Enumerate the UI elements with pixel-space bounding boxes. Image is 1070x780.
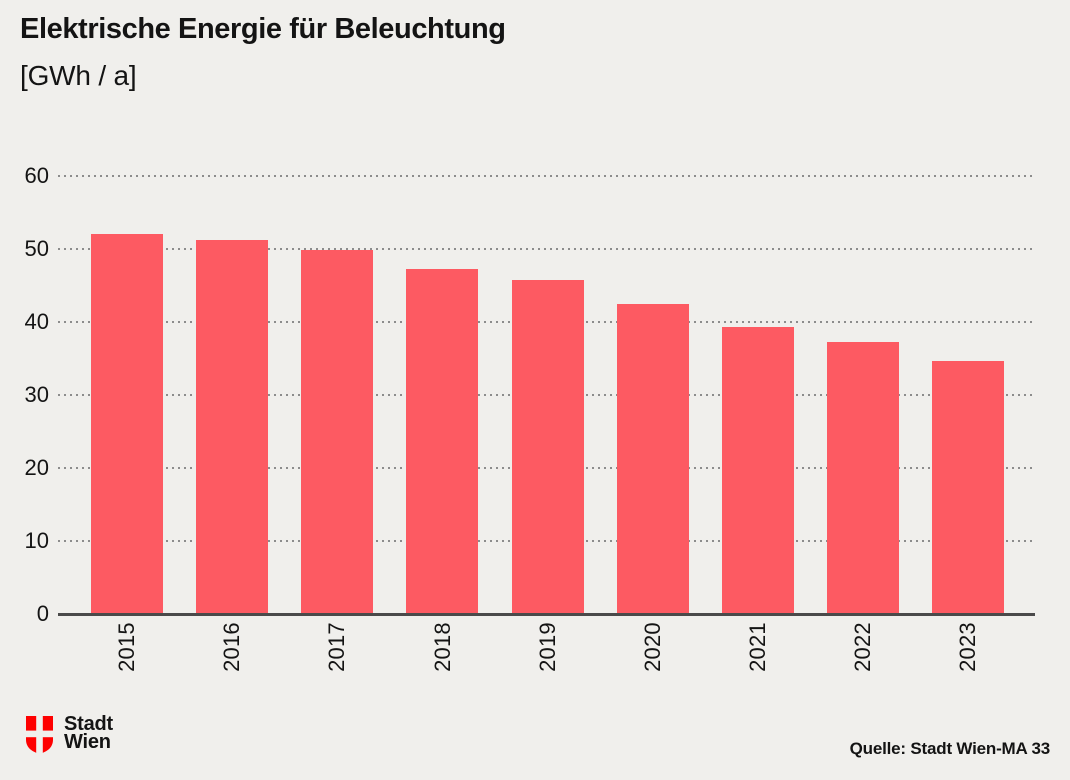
x-tick-text: 2020 <box>639 622 665 672</box>
bar-chart-plot-area: 0 10 20 30 40 50 60 2015 2016 2017 2018 2019 2020 20… <box>25 163 1035 672</box>
x-tick-label-2016: 2016 <box>207 622 257 672</box>
x-axis-line <box>58 613 1035 616</box>
y-tick-label-60: 60 <box>24 163 49 188</box>
x-tick-text: 2019 <box>534 622 560 672</box>
chart-unit-label: [GWh / a] <box>20 60 137 91</box>
x-tick-label-2023: 2023 <box>943 622 993 672</box>
stadt-wien-logo: Stadt Wien <box>26 714 113 754</box>
x-tick-text: 2016 <box>219 622 245 672</box>
y-tick-label-0: 0 <box>36 601 49 626</box>
bar-2015 <box>91 233 163 614</box>
gridline-50 <box>58 248 1035 250</box>
logo-line-stadt: Stadt <box>64 713 114 735</box>
x-tick-label-2017: 2017 <box>312 622 362 672</box>
y-tick-label-30: 30 <box>24 382 49 407</box>
x-tick-label-2020: 2020 <box>628 622 678 672</box>
x-tick-text: 2022 <box>849 622 875 672</box>
logo-wordmark: Stadt Wien <box>64 713 114 753</box>
x-tick-label-2018: 2018 <box>417 622 467 672</box>
bar-2018 <box>406 269 479 614</box>
bar-2019 <box>511 280 584 614</box>
x-tick-label-2022: 2022 <box>838 622 888 672</box>
bar-2023 <box>932 360 1004 614</box>
x-tick-text: 2021 <box>744 622 770 672</box>
bar-2020 <box>616 304 689 614</box>
bar-2021 <box>721 327 794 614</box>
source-credit: Quelle: Stadt Wien-MA 33 <box>849 739 1051 758</box>
x-tick-label-2021: 2021 <box>733 622 783 672</box>
x-tick-text: 2018 <box>429 622 455 672</box>
y-tick-label-10: 10 <box>24 528 49 553</box>
vienna-shield-icon <box>26 716 53 754</box>
x-tick-text: 2015 <box>114 622 139 672</box>
bar-2022 <box>826 341 899 614</box>
y-tick-label-40: 40 <box>24 309 49 334</box>
y-tick-label-50: 50 <box>24 236 49 261</box>
x-tick-text: 2023 <box>955 622 980 672</box>
x-tick-text: 2017 <box>324 622 350 672</box>
x-tick-label-2019: 2019 <box>523 622 573 672</box>
x-tick-label-2015: 2015 <box>102 622 152 672</box>
bar-2016 <box>196 239 269 614</box>
y-tick-label-20: 20 <box>24 455 49 480</box>
chart-title: Elektrische Energie für Beleuchtung <box>20 13 506 45</box>
bar-2017 <box>301 249 374 614</box>
gridline-60 <box>58 175 1035 177</box>
logo-line-wien: Wien <box>64 731 111 753</box>
